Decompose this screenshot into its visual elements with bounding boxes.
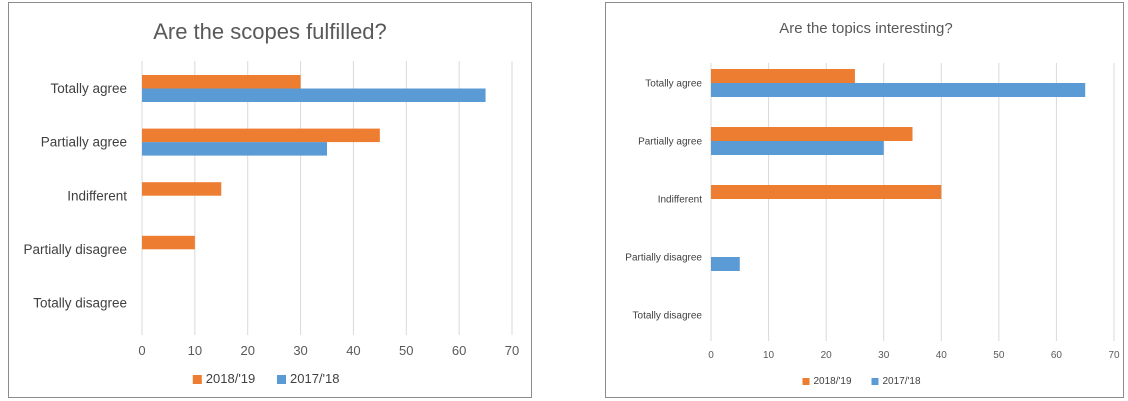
x-tick-label-0: 0 — [708, 350, 714, 361]
legend-label-2017-18: 2017/'18 — [290, 371, 339, 386]
category-label-totally-disagree: Totally disagree — [633, 311, 703, 322]
category-label-partially-agree: Partially agree — [41, 135, 127, 150]
x-tick-label-10: 10 — [763, 350, 775, 361]
x-tick-label-70: 70 — [505, 343, 519, 358]
category-label-totally-agree: Totally agree — [50, 81, 127, 96]
legend-label-2018-19: 2018/'19 — [206, 371, 255, 386]
bar-2018-19-indifferent — [142, 182, 222, 196]
legend-label-2018-19: 2018/'19 — [814, 376, 852, 387]
x-tick-label-10: 10 — [188, 343, 202, 358]
x-tick-label-60: 60 — [452, 343, 466, 358]
bar-2018-19-partially-disagree — [142, 235, 195, 250]
legend-swatch-2017-18 — [277, 375, 286, 384]
x-tick-label-30: 30 — [293, 343, 307, 358]
chart-title: Are the topics interesting? — [779, 20, 952, 37]
category-label-totally-agree: Totally agree — [645, 79, 702, 90]
bar-2018-19-indifferent — [711, 185, 942, 199]
legend-swatch-2018-19 — [802, 378, 810, 385]
x-tick-label-40: 40 — [936, 350, 948, 361]
bar-2018-19-totally-agree — [711, 69, 855, 83]
bar-2017-18-partially-agree — [711, 141, 884, 155]
bar-2017-18-totally-agree — [711, 83, 1086, 97]
bar-2018-19-totally-agree — [142, 75, 301, 89]
x-tick-label-30: 30 — [878, 350, 890, 361]
x-tick-label-50: 50 — [993, 350, 1005, 361]
category-label-partially-disagree: Partially disagree — [23, 242, 127, 257]
category-label-partially-disagree: Partially disagree — [625, 253, 702, 264]
x-tick-label-20: 20 — [821, 350, 833, 361]
category-label-totally-disagree: Totally disagree — [33, 295, 127, 310]
bar-2017-18-partially-disagree — [711, 257, 740, 271]
category-label-indifferent: Indifferent — [658, 195, 703, 206]
legend-label-2017-18: 2017/'18 — [883, 376, 921, 387]
x-tick-label-70: 70 — [1108, 350, 1120, 361]
x-tick-label-60: 60 — [1051, 350, 1063, 361]
chart-topics-interesting-svg: Are the topics interesting? 0 10 20 30 40 50 60… — [625, 20, 1120, 387]
category-label-indifferent: Indifferent — [67, 188, 127, 203]
bar-2018-19-partially-agree — [142, 128, 380, 143]
x-tick-label-0: 0 — [138, 343, 145, 358]
chart-title: Are the scopes fulfilled? — [153, 19, 387, 44]
legend-swatch-2017-18 — [871, 378, 879, 385]
chart-topics-interesting: Are the topics interesting? 0 10 20 30 40 50 60… — [605, 2, 1124, 398]
legend-swatch-2018-19 — [192, 375, 202, 384]
x-tick-label-40: 40 — [346, 343, 360, 358]
chart-scopes-fulfilled-svg: Are the scopes fulfilled? 0 10 20 30 40 50 60 70… — [23, 19, 519, 386]
x-tick-label-50: 50 — [399, 343, 413, 358]
chart-scopes-fulfilled: Are the scopes fulfilled? 0 10 20 30 40 50 60 70… — [8, 2, 532, 398]
bar-2017-18-totally-agree — [142, 88, 486, 102]
x-tick-label-20: 20 — [240, 343, 254, 358]
bar-2017-18-partially-agree — [142, 142, 327, 156]
category-label-partially-agree: Partially agree — [638, 137, 702, 148]
bar-2018-19-partially-agree — [711, 127, 913, 141]
